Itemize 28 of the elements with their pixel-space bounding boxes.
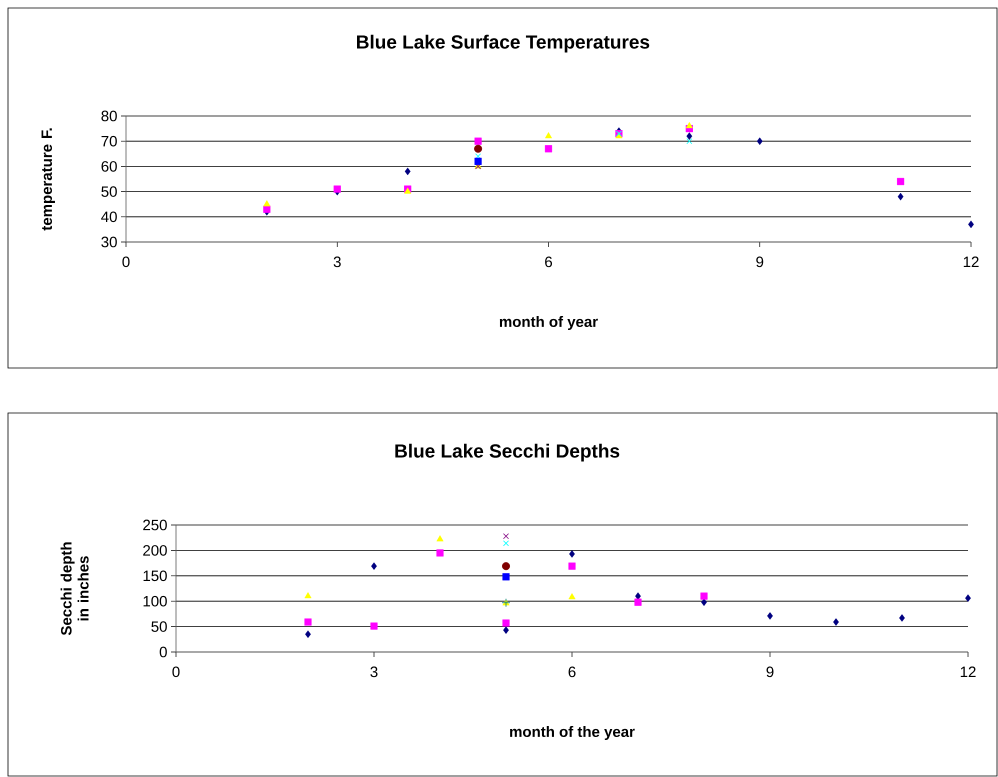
chart-title: Blue Lake Secchi Depths (395, 444, 620, 462)
x-tick-label: 12 (960, 666, 976, 678)
y-axis-title: Secchi depth in inches (60, 542, 89, 636)
y-tick-label: 50 (151, 621, 167, 632)
x-tick-label: 9 (756, 256, 764, 268)
y-tick-label: 250 (143, 520, 167, 530)
x-tick-label: 3 (334, 256, 341, 268)
x-tick-label: 12 (964, 256, 979, 268)
y-axis-title: temperature F. (42, 128, 55, 230)
y-tick-label: 60 (102, 161, 117, 172)
x-tick-label: 6 (545, 256, 552, 268)
y-tick-label: 200 (143, 545, 167, 556)
y-tick-label: 100 (144, 596, 167, 607)
chart-title: Blue Lake Surface Temperatures (357, 34, 650, 52)
y-tick-label: 40 (101, 211, 117, 222)
y-tick-label: 70 (102, 136, 117, 146)
y-tick-label: 30 (101, 236, 117, 248)
x-tick-label: 0 (122, 256, 130, 268)
y-tick-label: 80 (101, 110, 117, 122)
y-tick-label: 150 (144, 570, 167, 582)
x-tick-label: 9 (766, 666, 774, 678)
x-tick-label: 6 (568, 666, 576, 678)
x-axis-title: month of year (500, 316, 598, 330)
x-tick-label: 0 (172, 666, 180, 678)
y-tick-label: 50 (101, 186, 117, 197)
x-axis-title: month of the year (510, 726, 635, 740)
y-tick-label: 0 (160, 646, 167, 658)
x-tick-label: 3 (370, 666, 378, 678)
